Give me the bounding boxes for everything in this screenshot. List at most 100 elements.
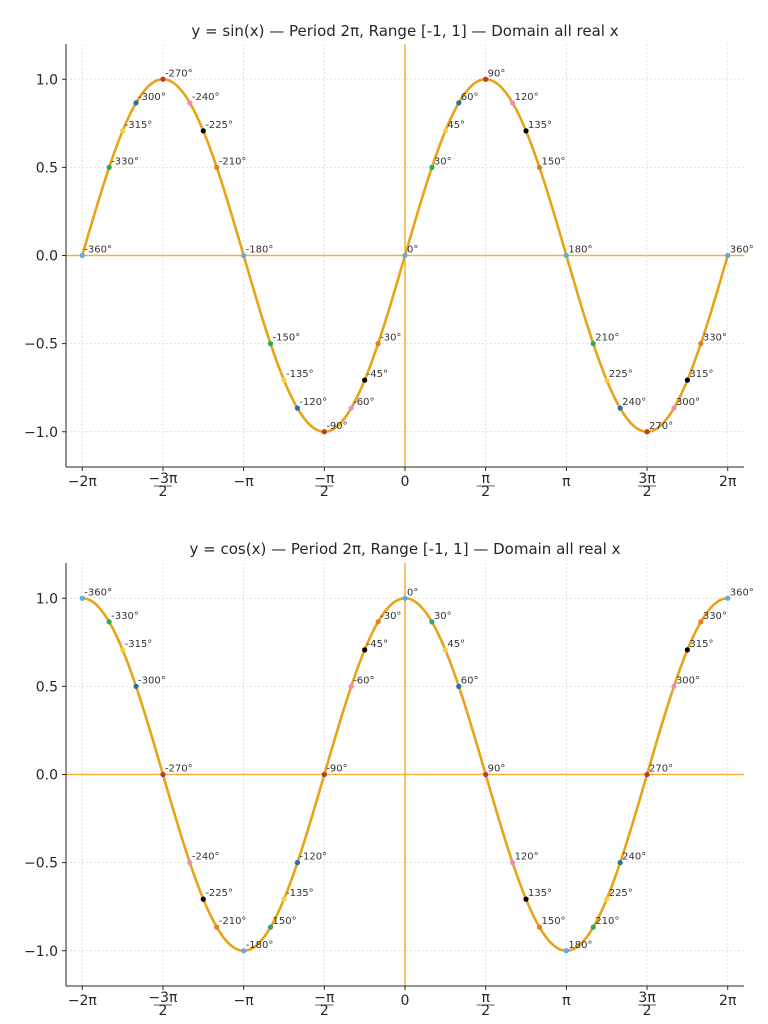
cosine-chart: y = cos(x) — Period 2π, Range [-1, 1] — … bbox=[24, 540, 754, 1019]
data-point bbox=[106, 164, 112, 170]
data-point-label: -150° bbox=[273, 333, 301, 344]
data-point-label: 240° bbox=[622, 852, 646, 863]
data-point-label: 225° bbox=[609, 888, 633, 899]
data-point bbox=[604, 377, 610, 383]
x-tick-label-denominator: 2 bbox=[481, 484, 490, 500]
data-point-label: 0° bbox=[407, 587, 418, 598]
data-point-label: 60° bbox=[461, 675, 479, 686]
data-point-label: -270° bbox=[165, 68, 193, 79]
data-point-label: -210° bbox=[219, 156, 247, 167]
data-point-label: 315° bbox=[689, 369, 713, 380]
y-tick-label: −1.0 bbox=[24, 425, 58, 441]
data-point-label: 210° bbox=[595, 916, 619, 927]
data-point-label: -225° bbox=[205, 888, 233, 899]
data-point-label: -60° bbox=[353, 397, 374, 408]
data-point bbox=[375, 619, 381, 625]
data-point bbox=[133, 100, 139, 106]
data-point-label: -180° bbox=[246, 245, 274, 256]
data-point bbox=[160, 771, 166, 778]
data-point-label: 315° bbox=[689, 639, 713, 650]
data-point-label: 360° bbox=[730, 587, 754, 598]
x-tick-label-numerator: π bbox=[481, 471, 490, 487]
data-point-label: 360° bbox=[730, 245, 754, 256]
data-point bbox=[375, 341, 381, 347]
data-point-label: -315° bbox=[125, 120, 153, 131]
data-point-label: 30° bbox=[434, 611, 452, 622]
data-point-label: -30° bbox=[380, 333, 401, 344]
x-tick-label: −π2 bbox=[314, 990, 335, 1019]
data-point bbox=[241, 252, 247, 259]
data-point bbox=[671, 683, 677, 689]
data-point bbox=[294, 860, 301, 866]
x-tick-label: 3π2 bbox=[638, 471, 656, 500]
y-tick-label: 1.0 bbox=[36, 72, 58, 88]
data-point-label: 30° bbox=[434, 156, 452, 167]
data-point bbox=[725, 595, 731, 601]
data-point-label: -315° bbox=[125, 639, 153, 650]
data-point-label: -360° bbox=[84, 245, 112, 256]
x-tick-label: π2 bbox=[476, 471, 495, 500]
data-point bbox=[617, 860, 623, 866]
data-point bbox=[160, 76, 166, 82]
data-point bbox=[523, 896, 529, 902]
data-point bbox=[429, 619, 435, 625]
data-point-label: 120° bbox=[515, 852, 539, 863]
x-tick-label-numerator: π bbox=[481, 990, 490, 1006]
data-point bbox=[133, 683, 139, 689]
x-tick-label-numerator: −3π bbox=[148, 471, 178, 487]
data-point bbox=[590, 341, 596, 347]
data-point bbox=[362, 647, 368, 653]
x-tick-label: −3π2 bbox=[148, 471, 178, 500]
data-point-label: -240° bbox=[192, 852, 220, 863]
y-tick-label: 0.0 bbox=[36, 249, 58, 265]
data-point bbox=[106, 619, 112, 625]
data-point-label: -135° bbox=[286, 369, 314, 380]
data-point bbox=[120, 128, 126, 134]
chart-title: y = sin(x) — Period 2π, Range [-1, 1] — … bbox=[191, 22, 618, 40]
x-tick-label: π bbox=[562, 474, 571, 490]
data-point-label: 330° bbox=[703, 611, 727, 622]
x-tick-label: −2π bbox=[68, 993, 98, 1009]
x-tick-label-numerator: 3π bbox=[638, 990, 656, 1006]
data-point bbox=[671, 405, 677, 411]
data-point-label: 240° bbox=[622, 397, 646, 408]
data-point bbox=[536, 164, 543, 170]
data-point bbox=[79, 252, 85, 259]
data-point-label: 270° bbox=[649, 764, 673, 775]
data-point-label: -240° bbox=[192, 92, 220, 103]
data-point bbox=[187, 100, 193, 106]
x-tick-label-numerator: −π bbox=[314, 471, 335, 487]
data-point bbox=[200, 896, 206, 902]
x-tick-label: 2π bbox=[719, 993, 737, 1009]
y-tick-label: −1.0 bbox=[24, 944, 58, 960]
data-point bbox=[604, 896, 610, 902]
x-tick-label-numerator: −3π bbox=[148, 990, 178, 1006]
data-point-label: 180° bbox=[568, 245, 592, 256]
data-point-label: 150° bbox=[273, 916, 297, 927]
x-tick-label: −π bbox=[234, 993, 255, 1009]
data-point-label: -180° bbox=[246, 940, 274, 951]
data-point-label: 90° bbox=[488, 68, 506, 79]
data-point-label: -45° bbox=[367, 639, 388, 650]
data-point bbox=[536, 924, 543, 930]
x-tick-label: π2 bbox=[476, 990, 495, 1019]
sine-chart-panel: y = sin(x) — Period 2π, Range [-1, 1] — … bbox=[24, 22, 754, 500]
x-tick-label-denominator: 2 bbox=[320, 1003, 329, 1019]
data-point bbox=[725, 252, 731, 259]
data-point bbox=[241, 948, 247, 954]
data-point bbox=[348, 405, 354, 411]
data-point bbox=[456, 100, 462, 106]
data-point bbox=[509, 100, 516, 106]
x-tick-label: 2π bbox=[719, 474, 737, 490]
data-point-label: -30° bbox=[380, 611, 401, 622]
data-point-label: -45° bbox=[367, 369, 388, 380]
x-tick-label: −π bbox=[234, 474, 255, 490]
data-point bbox=[483, 76, 489, 82]
data-point bbox=[684, 647, 690, 653]
data-point bbox=[281, 377, 287, 383]
data-point bbox=[200, 128, 206, 134]
data-point bbox=[442, 647, 448, 653]
x-tick-label: π bbox=[562, 993, 571, 1009]
x-tick-label: −2π bbox=[68, 474, 98, 490]
x-tick-label: −3π2 bbox=[148, 990, 178, 1019]
